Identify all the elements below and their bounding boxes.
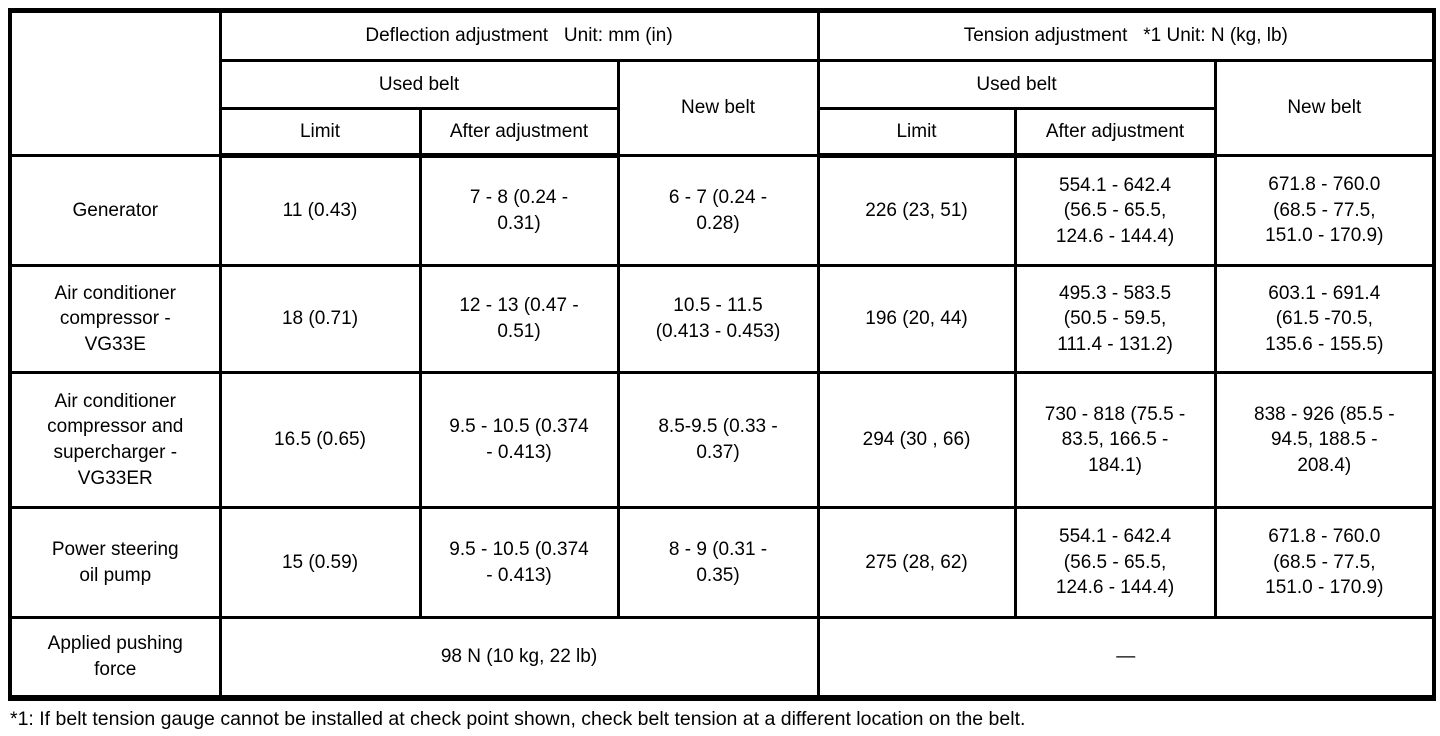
- cell-tension-new: 838 - 926 (85.5 - 94.5, 188.5 - 208.4): [1213, 371, 1436, 509]
- tension-limit-header: Limit: [816, 107, 1017, 158]
- cell-tension-limit: 196 (20, 44): [816, 264, 1017, 374]
- cell-tension-limit: 294 (30 , 66): [816, 371, 1017, 509]
- corner-cell: [8, 9, 222, 157]
- table-row-generator: Generator 11 (0.43) 7 - 8 (0.24 - 0.31) …: [8, 154, 1436, 267]
- row-label: Generator: [8, 154, 222, 267]
- deflection-after-adjustment-header: After adjustment: [418, 107, 620, 158]
- table-row-ac-compressor-supercharger-vg33er: Air conditioner compressor and superchar…: [8, 371, 1436, 509]
- cell-deflection-after: 9.5 - 10.5 (0.374 - 0.413): [418, 506, 620, 619]
- tension-after-adjustment-header: After adjustment: [1013, 107, 1217, 158]
- row-label: Air conditioner compressor and superchar…: [8, 371, 222, 509]
- cell-tension-new: 671.8 - 760.0 (68.5 - 77.5, 151.0 - 170.…: [1213, 154, 1436, 267]
- cell-tension-after: 554.1 - 642.4 (56.5 - 65.5, 124.6 - 144.…: [1013, 154, 1217, 267]
- cell-deflection-limit: 18 (0.71): [218, 264, 422, 374]
- cell-deflection-after: 9.5 - 10.5 (0.374 - 0.413): [418, 371, 620, 509]
- table-row-ac-compressor-vg33e: Air conditioner compressor - VG33E 18 (0…: [8, 264, 1436, 374]
- tension-used-belt-header: Used belt: [816, 59, 1217, 110]
- table-row-power-steering-oil-pump: Power steering oil pump 15 (0.59) 9.5 - …: [8, 506, 1436, 619]
- cell-tension-after: 730 - 818 (75.5 - 83.5, 166.5 - 184.1): [1013, 371, 1217, 509]
- table-row-applied-pushing-force: Applied pushing force 98 N (10 kg, 22 lb…: [8, 616, 1436, 699]
- footnote: *1: If belt tension gauge cannot be inst…: [10, 708, 1026, 730]
- cell-tension-limit: 275 (28, 62): [816, 506, 1017, 619]
- header-row-titles: Deflection adjustment Unit: mm (in) Tens…: [8, 9, 1436, 157]
- cell-deflection-new: 8.5-9.5 (0.33 - 0.37): [616, 371, 820, 509]
- cell-tension-new: 671.8 - 760.0 (68.5 - 77.5, 151.0 - 170.…: [1213, 506, 1436, 619]
- row-label: Air conditioner compressor - VG33E: [8, 264, 222, 374]
- tension-new-belt-header: New belt: [1213, 59, 1436, 157]
- cell-deflection-limit: 16.5 (0.65): [218, 371, 422, 509]
- cell-tension-new: 603.1 - 691.4 (61.5 -70.5, 135.6 - 155.5…: [1213, 264, 1436, 374]
- deflection-used-belt-header: Used belt: [218, 59, 620, 110]
- tension-section-title: Tension adjustment *1 Unit: N (kg, lb): [816, 9, 1436, 62]
- cell-tension-after: 495.3 - 583.5 (50.5 - 59.5, 111.4 - 131.…: [1013, 264, 1217, 374]
- cell-deflection-limit: 15 (0.59): [218, 506, 422, 619]
- cell-pushing-force-tension: —: [816, 616, 1436, 699]
- cell-deflection-new: 6 - 7 (0.24 - 0.28): [616, 154, 820, 267]
- cell-tension-after: 554.1 - 642.4 (56.5 - 65.5, 124.6 - 144.…: [1013, 506, 1217, 619]
- cell-deflection-after: 7 - 8 (0.24 - 0.31): [418, 154, 620, 267]
- header-row-belt-type: Used belt New belt Used belt New belt: [10, 59, 1436, 157]
- cell-pushing-force-deflection: 98 N (10 kg, 22 lb): [218, 616, 820, 699]
- cell-deflection-new: 10.5 - 11.5 (0.413 - 0.453): [616, 264, 820, 374]
- row-label: Power steering oil pump: [8, 506, 222, 619]
- cell-deflection-new: 8 - 9 (0.31 - 0.35): [616, 506, 820, 619]
- deflection-new-belt-header: New belt: [616, 59, 820, 157]
- row-label: Applied pushing force: [8, 616, 222, 699]
- deflection-section-title: Deflection adjustment Unit: mm (in): [218, 9, 820, 62]
- cell-tension-limit: 226 (23, 51): [816, 154, 1017, 267]
- belt-adjustment-table: Deflection adjustment Unit: mm (in) Tens…: [8, 8, 1437, 701]
- deflection-limit-header: Limit: [218, 107, 422, 158]
- cell-deflection-limit: 11 (0.43): [218, 154, 422, 267]
- cell-deflection-after: 12 - 13 (0.47 - 0.51): [418, 264, 620, 374]
- header-row-subcolumns: Limit After adjustment Limit After adjus…: [10, 107, 1434, 158]
